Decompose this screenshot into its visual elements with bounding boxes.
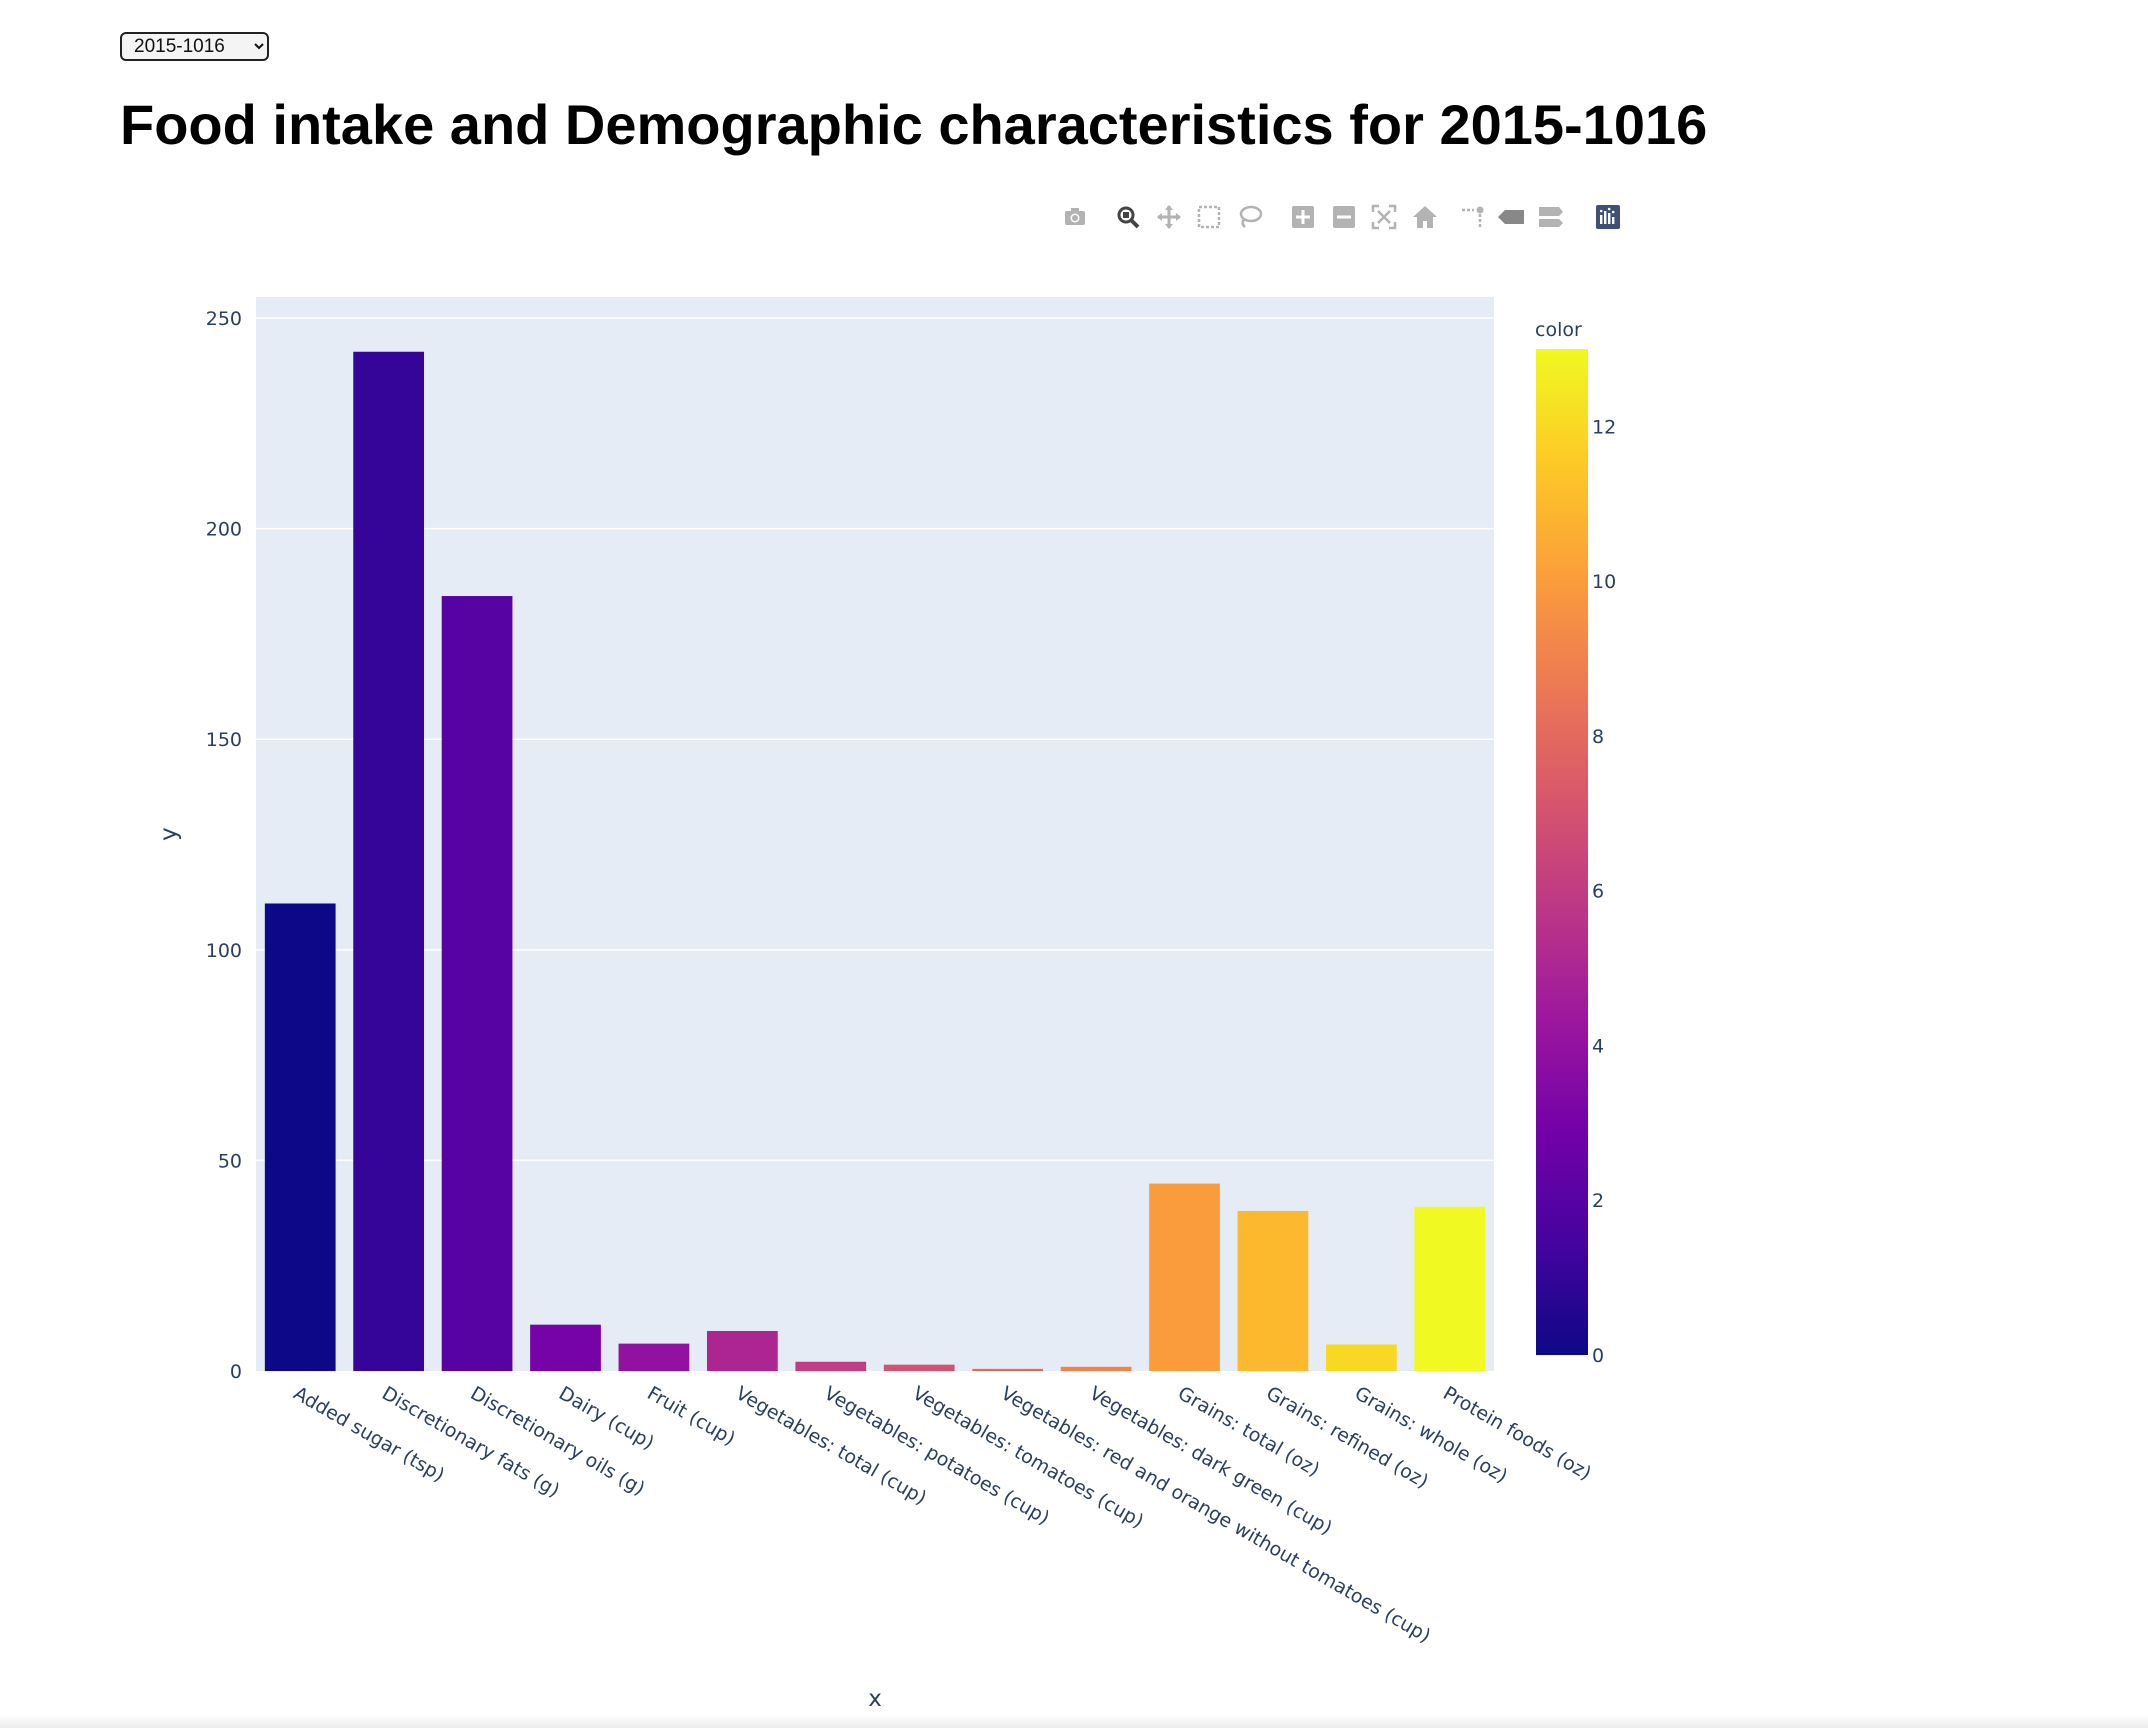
bar[interactable] <box>353 351 425 1371</box>
y-tick-label: 150 <box>206 729 242 751</box>
lasso-select-icon <box>1239 205 1263 228</box>
hover-closest-button[interactable] <box>1496 202 1526 232</box>
x-tick-label: Added sugar (tsp) <box>290 1382 448 1486</box>
zoom-out-icon <box>1333 206 1355 228</box>
bar[interactable] <box>795 1361 867 1371</box>
bar[interactable] <box>441 596 513 1371</box>
spike-lines-button[interactable] <box>1458 202 1488 232</box>
bar[interactable] <box>618 1343 690 1371</box>
zoom-button[interactable] <box>1113 202 1143 232</box>
plotly-logo-button[interactable] <box>1593 202 1623 232</box>
spike-lines-icon <box>1462 206 1484 228</box>
autoscale-button[interactable] <box>1369 202 1399 232</box>
bar[interactable] <box>883 1364 955 1371</box>
plotly-logo-icon <box>1596 205 1620 229</box>
bar[interactable] <box>706 1330 778 1371</box>
zoom-out-button[interactable] <box>1329 202 1359 232</box>
y-tick-label: 50 <box>218 1150 242 1172</box>
page-title: Food intake and Demographic characterist… <box>120 93 1708 156</box>
bar[interactable] <box>530 1324 601 1371</box>
colorbar-tick-label: 6 <box>1592 881 1604 903</box>
zoom-in-button[interactable] <box>1288 202 1318 232</box>
reset-axes-icon <box>1413 206 1437 228</box>
zoom-in-icon <box>1292 206 1314 228</box>
y-tick-label: 250 <box>206 308 242 330</box>
colorbar-tick-label: 10 <box>1592 571 1616 593</box>
colorbar-tick-label: 12 <box>1592 416 1616 438</box>
pan-button[interactable] <box>1154 202 1184 232</box>
y-tick-label: 100 <box>206 940 242 962</box>
reset-axes-button[interactable] <box>1410 202 1440 232</box>
bar[interactable] <box>1414 1206 1486 1371</box>
bar[interactable] <box>972 1368 1044 1371</box>
bar[interactable] <box>1325 1344 1397 1371</box>
x-axis-title: x <box>868 1686 882 1712</box>
colorbar-title: color <box>1535 319 1582 341</box>
bottom-shade <box>0 1714 2148 1728</box>
colorbar-tick-label: 4 <box>1592 1035 1604 1057</box>
y-axis-title: y <box>156 827 182 841</box>
camera-button[interactable] <box>1060 202 1090 232</box>
y-tick-label: 200 <box>206 519 242 541</box>
box-select-icon <box>1197 205 1221 229</box>
bar[interactable] <box>1060 1366 1132 1371</box>
zoom-icon <box>1117 206 1140 229</box>
x-tick-label: Grains: refined (oz) <box>1262 1382 1432 1493</box>
colorbar-tick-label: 8 <box>1592 726 1604 748</box>
lasso-select-button[interactable] <box>1235 202 1265 232</box>
x-tick-label: Protein foods (oz) <box>1439 1382 1595 1485</box>
colorbar-tick-label: 2 <box>1592 1190 1604 1212</box>
colorbar-tick-label: 0 <box>1592 1345 1604 1367</box>
autoscale-icon <box>1371 204 1397 230</box>
x-tick-label: Fruit (cup) <box>643 1382 738 1450</box>
x-tick-label: Grains: whole (oz) <box>1351 1382 1511 1487</box>
year-selector[interactable]: 2015-1016 <box>120 32 269 61</box>
colorbar: color 0 2 4 6 8 10 12 <box>1535 319 1616 1367</box>
pan-icon <box>1157 205 1181 229</box>
hover-compare-icon <box>1539 207 1563 227</box>
hover-compare-button[interactable] <box>1535 202 1565 232</box>
bar[interactable] <box>1149 1183 1220 1371</box>
box-select-button[interactable] <box>1194 202 1224 232</box>
bar[interactable] <box>1237 1210 1309 1371</box>
hover-closest-icon <box>1498 210 1524 224</box>
bar[interactable] <box>264 903 336 1371</box>
camera-icon <box>1065 208 1085 225</box>
y-tick-label: 0 <box>230 1361 242 1383</box>
